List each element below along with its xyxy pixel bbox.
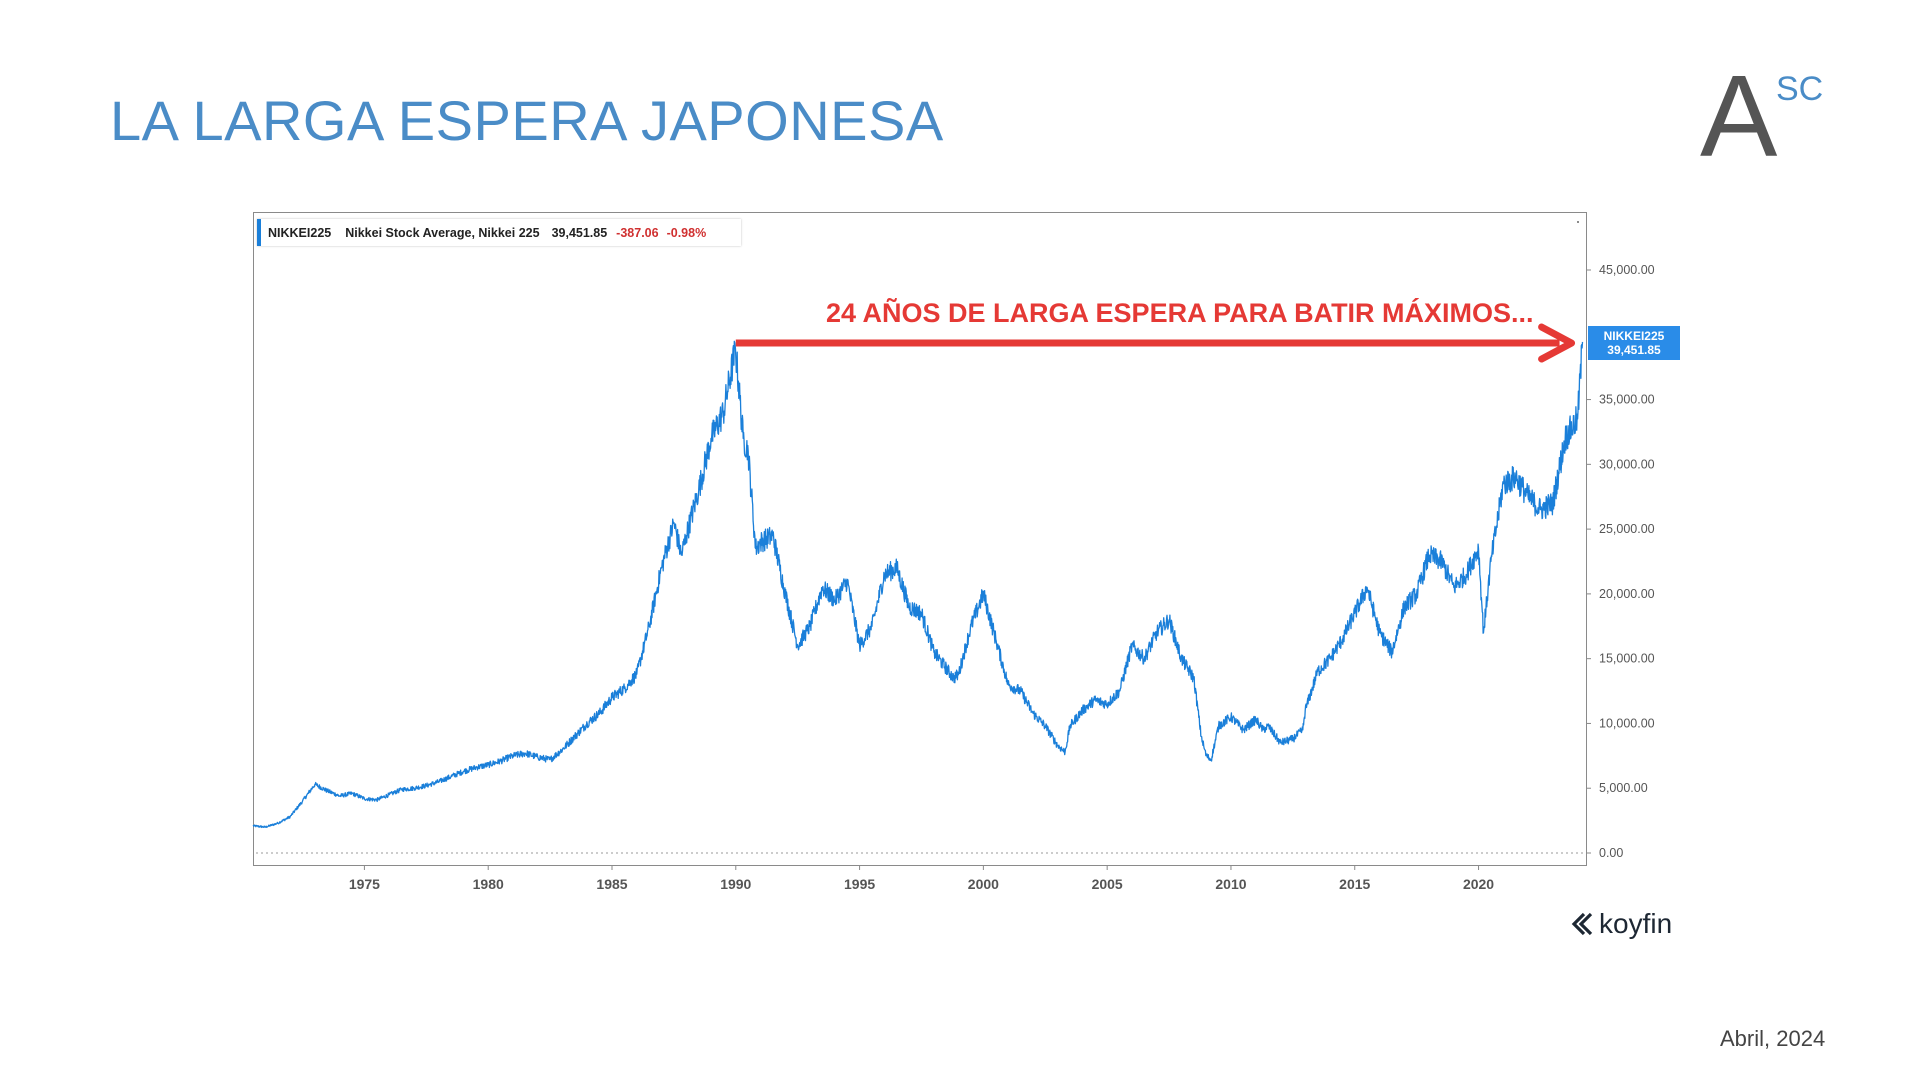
- legend-color-swatch: [257, 219, 261, 246]
- y-tick-label: 0.00: [1599, 846, 1623, 860]
- y-tick-label: 5,000.00: [1599, 781, 1648, 795]
- legend-price: 39,451.85: [551, 225, 608, 240]
- koyfin-icon: [1571, 912, 1593, 936]
- koyfin-brand: koyfin: [1570, 908, 1672, 940]
- legend-change-pct: -0.98%: [666, 225, 707, 240]
- chart-legend: NIKKEI225 Nikkei Stock Average, Nikkei 2…: [257, 219, 741, 246]
- chart-menu-dot: [1577, 221, 1579, 223]
- x-tick-label: 1980: [473, 876, 504, 892]
- y-tick-label: 10,000.00: [1599, 716, 1655, 730]
- date-footer: Abril, 2024: [1720, 1026, 1826, 1051]
- x-tick-label: 1975: [349, 876, 380, 892]
- last-price-badge: NIKKEI225 39,451.85: [1588, 326, 1680, 360]
- peak-arrow-head: [1538, 323, 1576, 363]
- x-tick-label: 1995: [844, 876, 875, 892]
- x-tick-label: 2000: [968, 876, 999, 892]
- logo-superscript: SC: [1776, 70, 1824, 108]
- chart-annotation: 24 AÑOS DE LARGA ESPERA PARA BATIR MÁXIM…: [826, 298, 1534, 328]
- y-tick-label: 45,000.00: [1599, 263, 1655, 277]
- y-tick-label: 20,000.00: [1599, 587, 1655, 601]
- x-tick-label: 2020: [1463, 876, 1494, 892]
- slide-title: LA LARGA ESPERA JAPONESA: [110, 89, 944, 152]
- x-tick-label: 1985: [596, 876, 627, 892]
- legend-ticker: NIKKEI225: [268, 225, 332, 240]
- nikkei-price-line: [252, 340, 1584, 829]
- badge-price: 39,451.85: [1607, 343, 1661, 357]
- legend-name: Nikkei Stock Average, Nikkei 225: [345, 225, 540, 240]
- y-tick-label: 25,000.00: [1599, 522, 1655, 536]
- x-tick-label: 1990: [720, 876, 751, 892]
- badge-ticker: NIKKEI225: [1603, 329, 1665, 343]
- x-tick-label: 2005: [1092, 876, 1123, 892]
- y-tick-label: 35,000.00: [1599, 393, 1655, 407]
- asc-logo: A SC: [1700, 58, 1830, 174]
- logo-letter: A: [1700, 51, 1778, 181]
- y-tick-label: 15,000.00: [1599, 652, 1655, 666]
- x-tick-label: 2010: [1215, 876, 1246, 892]
- legend-change: -387.06: [616, 225, 659, 240]
- chart-frame: [253, 212, 1587, 866]
- koyfin-label: koyfin: [1599, 908, 1673, 939]
- y-tick-label: 30,000.00: [1599, 457, 1655, 471]
- x-tick-label: 2015: [1339, 876, 1370, 892]
